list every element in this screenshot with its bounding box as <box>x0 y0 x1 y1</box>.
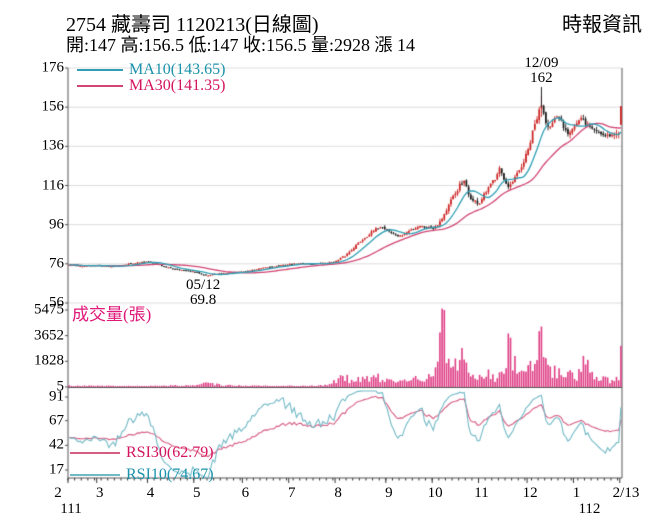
price-volume-rsi-canvas <box>0 0 656 527</box>
stock-chart-window: 2754 藏壽司 1120213(日線圖) 時報資訊 開:147 高:156.5… <box>0 0 656 527</box>
